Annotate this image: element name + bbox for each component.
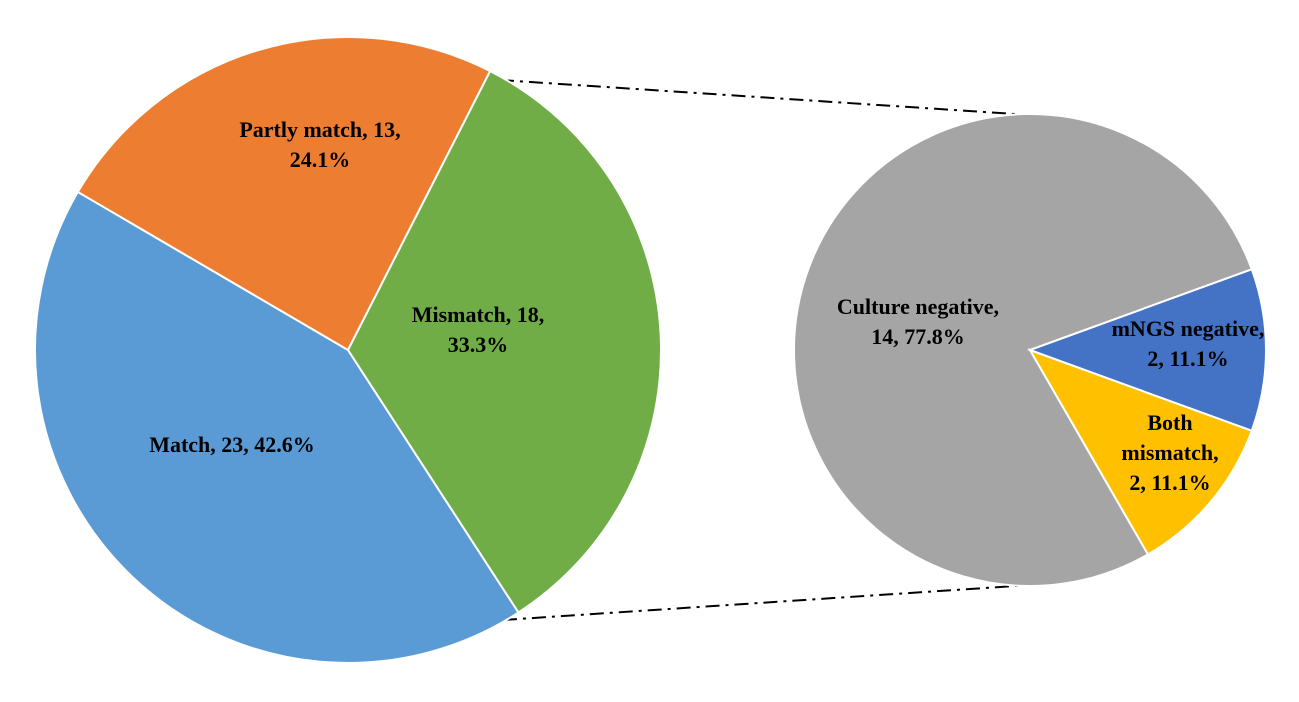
label-line: 14, 77.8% (871, 324, 965, 349)
slice-mismatch (346, 69, 662, 614)
connector-line-bottom (502, 583, 1046, 621)
label-line: Both (1147, 410, 1192, 435)
label-culture-negative: Culture negative, 14, 77.8% (837, 294, 999, 349)
label-line: 2, 11.1% (1129, 470, 1210, 495)
label-match: Match, 23, 42.6% (149, 432, 315, 457)
label-line: Mismatch, 18, (412, 302, 545, 327)
label-line: Culture negative, (837, 294, 999, 319)
label-mngs-negative: mNGS negative, 2, 11.1% (1112, 316, 1265, 371)
label-partly-match: Partly match, 13, 24.1% (239, 117, 400, 172)
connector-lines (499, 79, 1046, 621)
connector-line-top (499, 79, 1046, 117)
mismatch-breakdown-pie: Culture negative, 14, 77.8% mNGS negative,… (793, 113, 1267, 587)
label-line: mNGS negative, (1112, 316, 1265, 341)
slice-match (34, 190, 520, 664)
slice-both-mismatch (1027, 268, 1267, 432)
label-line: 2, 11.1% (1147, 346, 1228, 371)
label-line: mismatch, (1121, 440, 1218, 465)
label-line: 24.1% (290, 147, 351, 172)
label-both-mismatch: Both mismatch, 2, 11.1% (1121, 410, 1218, 495)
label-line: 33.3% (448, 332, 509, 357)
label-line: Match, 23, 42.6% (149, 432, 315, 457)
label-line: Partly match, 13, (239, 117, 400, 142)
slice-culture-negative (793, 113, 1254, 587)
label-mismatch: Mismatch, 18, 33.3% (412, 302, 545, 357)
slice-mngs-negative (1027, 348, 1254, 556)
main-pie: Match, 23, 42.6% Partly match, 13, 24.1% Mi… (34, 36, 662, 664)
